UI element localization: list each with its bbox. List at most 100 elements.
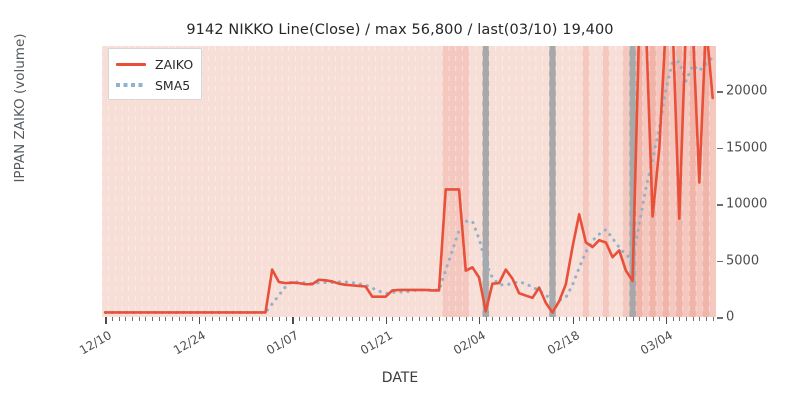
x-tick-minor: [165, 317, 167, 321]
legend-item-zaiko[interactable]: ZAIKO: [116, 56, 193, 72]
x-tick-minor: [552, 317, 554, 321]
y-tick-label: 10000: [726, 196, 768, 212]
y-tick-mark: [717, 147, 723, 150]
legend-item-sma5[interactable]: SMA5: [116, 77, 190, 93]
x-tick-major: [198, 317, 201, 324]
x-tick-minor: [625, 317, 627, 321]
x-tick-minor: [245, 317, 247, 321]
x-tick-label: 01/07: [264, 328, 302, 358]
x-tick-minor: [492, 317, 494, 321]
x-tick-minor: [679, 317, 681, 321]
x-tick-minor: [659, 317, 661, 321]
x-tick-minor: [645, 317, 647, 321]
x-tick-minor: [272, 317, 274, 321]
x-tick-minor: [592, 317, 594, 321]
x-tick-minor: [352, 317, 354, 321]
x-tick-minor: [672, 317, 674, 321]
x-tick-minor: [639, 317, 641, 321]
x-tick-minor: [325, 317, 327, 321]
x-tick-minor: [585, 317, 587, 321]
x-tick-minor: [612, 317, 614, 321]
x-tick-minor: [392, 317, 394, 321]
y-tick-mark: [717, 260, 723, 263]
x-tick-minor: [465, 317, 467, 321]
x-tick-minor: [472, 317, 474, 321]
x-tick-minor: [425, 317, 427, 321]
x-tick-major: [385, 317, 387, 324]
x-tick-minor: [278, 317, 280, 321]
x-tick-minor: [345, 317, 347, 321]
x-tick-minor: [212, 317, 214, 321]
x-tick-minor: [432, 317, 434, 321]
x-tick-label: 01/21: [357, 328, 395, 358]
y-tick-mark: [717, 204, 723, 206]
y-tick-mark: [717, 317, 723, 319]
x-axis-label: DATE: [381, 370, 419, 386]
x-tick-label: 03/04: [637, 328, 675, 358]
x-tick-minor: [118, 317, 120, 321]
x-tick-minor: [565, 317, 567, 321]
x-tick-minor: [452, 317, 454, 321]
legend-swatch-dotted-icon: [116, 83, 146, 87]
x-tick-minor: [158, 317, 160, 321]
legend-label-sma5: SMA5: [155, 77, 191, 93]
x-tick-minor: [145, 317, 147, 321]
x-tick-minor: [192, 317, 194, 321]
x-tick-major: [479, 317, 481, 324]
x-tick-minor: [365, 317, 367, 321]
x-tick-minor: [358, 317, 360, 321]
x-tick-minor: [579, 317, 581, 321]
x-tick-label: 02/18: [544, 328, 582, 358]
series-lines: [103, 46, 715, 315]
x-tick-minor: [399, 317, 400, 321]
x-tick-minor: [699, 317, 701, 321]
x-tick-minor: [439, 317, 440, 321]
x-tick-minor: [138, 317, 140, 321]
y-tick-label: 5000: [726, 253, 760, 268]
x-tick-minor: [692, 317, 694, 321]
x-tick-minor: [632, 317, 634, 321]
x-tick-minor: [706, 317, 707, 321]
x-tick-minor: [232, 317, 234, 321]
x-tick-label: 12/10: [77, 328, 115, 358]
x-tick-minor: [152, 317, 154, 321]
x-tick-minor: [539, 317, 541, 321]
x-tick-minor: [412, 317, 414, 321]
x-tick-minor: [305, 317, 307, 321]
x-tick-minor: [599, 317, 601, 321]
x-tick-minor: [185, 317, 187, 321]
x-tick-minor: [332, 317, 334, 321]
x-tick-label: 02/04: [451, 328, 489, 358]
x-tick-minor: [512, 317, 514, 321]
x-tick-minor: [205, 317, 207, 321]
x-tick-minor: [252, 317, 254, 321]
x-tick-label: 12/24: [170, 328, 208, 358]
x-tick-minor: [619, 317, 621, 321]
x-tick-minor: [172, 317, 174, 321]
chart-legend[interactable]: ZAIKO SMA5: [108, 48, 202, 100]
background-bands: [102, 46, 716, 317]
x-tick-major: [105, 317, 107, 324]
y-tick-label: 0: [726, 309, 735, 325]
x-tick-minor: [318, 317, 320, 321]
x-tick-minor: [485, 317, 487, 321]
x-tick-minor: [419, 317, 420, 321]
x-tick-minor: [312, 317, 314, 321]
y-tick-mark: [717, 91, 723, 93]
x-tick-minor: [338, 317, 340, 321]
x-tick-minor: [125, 317, 127, 321]
legend-label-zaiko: ZAIKO: [155, 56, 194, 72]
x-tick-minor: [258, 317, 260, 321]
x-tick-minor: [525, 317, 527, 321]
x-tick-minor: [519, 317, 521, 321]
x-tick-minor: [499, 317, 501, 321]
x-tick-minor: [112, 317, 113, 321]
x-tick-minor: [532, 317, 534, 321]
x-tick-minor: [178, 317, 180, 321]
x-tick-major: [665, 317, 668, 324]
plot-area: [102, 46, 716, 317]
y-tick-label: 20000: [726, 83, 768, 99]
x-tick-minor: [405, 317, 407, 321]
x-tick-minor: [218, 317, 220, 321]
